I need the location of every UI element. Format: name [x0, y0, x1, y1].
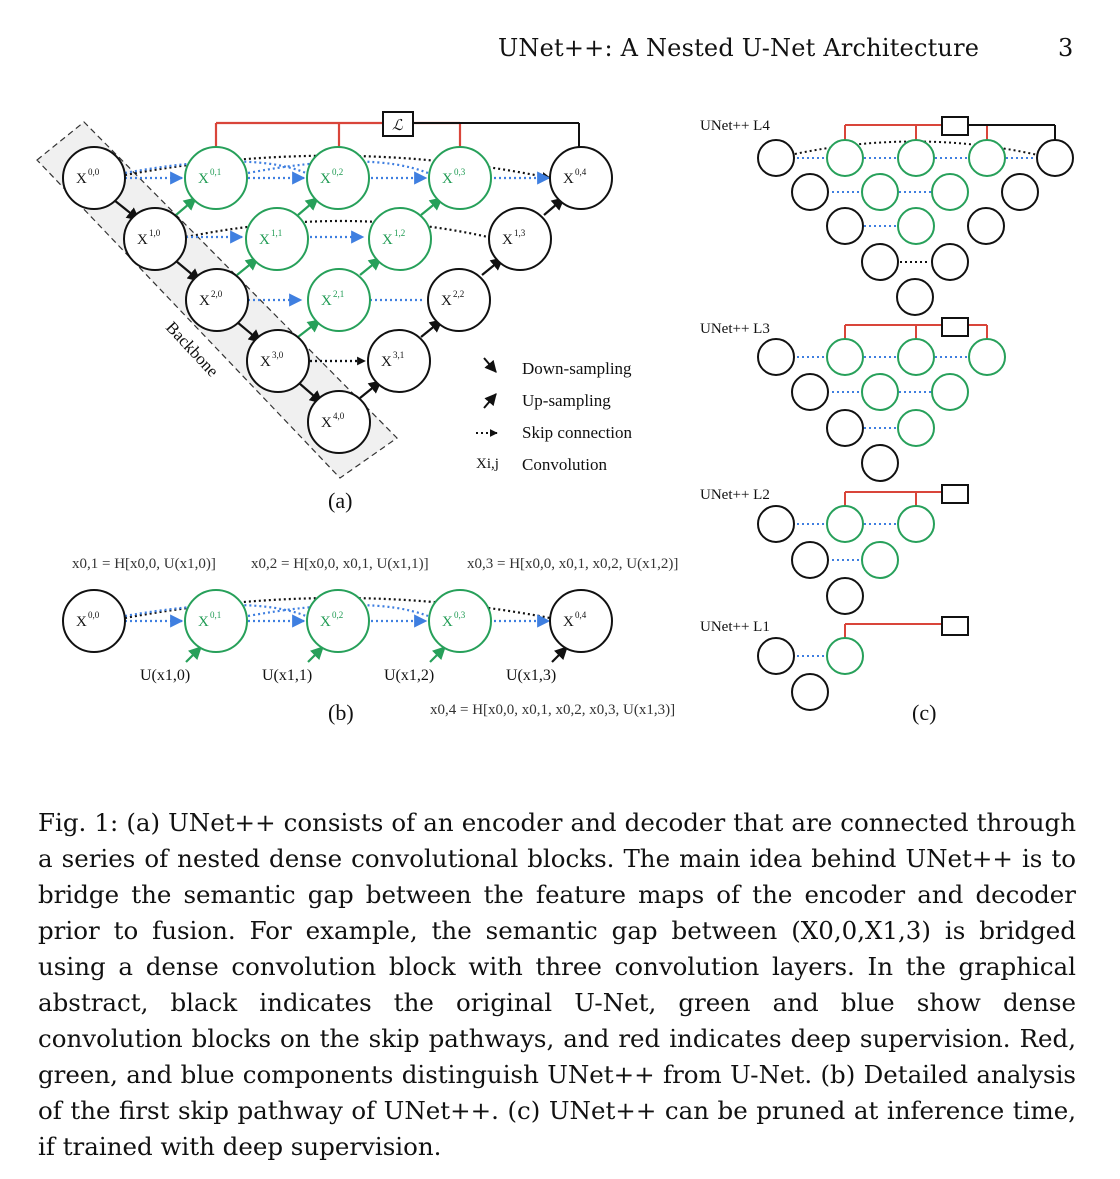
node-x02: X 0,2 — [306, 146, 370, 210]
svg-text:X: X — [442, 171, 453, 187]
equation-2: x0,2 = H[x0,0, x0,1, U(x1,1)] — [251, 556, 429, 572]
svg-text:X: X — [199, 293, 210, 309]
caption-text: (a) UNet++ consists of an encoder and de… — [38, 808, 1076, 1161]
node-x22: X 2,2 — [427, 268, 491, 332]
node-b-x04: X 0,4 — [549, 589, 613, 653]
page-header: UNet++: A Nested U-Net Architecture 3 — [0, 30, 1120, 66]
node-b-x03: X 0,3 — [428, 589, 492, 653]
node-x10: X 1,0 — [123, 207, 187, 271]
figure-caption: Fig. 1: (a) UNet++ consists of an encode… — [38, 805, 1076, 1165]
legend: Down-sampling Up-sampling Skip connectio… — [476, 357, 633, 474]
title-l4: UNet++ L4 — [700, 118, 770, 134]
svg-text:0,4: 0,4 — [575, 610, 587, 620]
svg-text:X: X — [320, 614, 331, 630]
legend-down: Down-sampling — [522, 359, 632, 378]
l4-nodes — [757, 139, 1074, 316]
svg-text:X: X — [76, 171, 87, 187]
node-x04: X 0,4 — [549, 146, 613, 210]
svg-text:X: X — [563, 171, 574, 187]
svg-text:4,0: 4,0 — [333, 411, 345, 421]
svg-text:X: X — [198, 614, 209, 630]
svg-text:0,1: 0,1 — [210, 610, 221, 620]
svg-text:X: X — [502, 232, 513, 248]
node-x01: X 0,1 — [184, 146, 248, 210]
deep-supervision-lines — [214, 121, 462, 150]
svg-text:0,4: 0,4 — [575, 167, 587, 177]
svg-text:X: X — [198, 171, 209, 187]
panel-a: Backbone ℒ — [36, 111, 633, 513]
svg-text:X: X — [442, 614, 453, 630]
node-x20: X 2,0 — [185, 268, 249, 332]
loss-symbol: ℒ — [392, 118, 404, 134]
equation-4: x0,4 = H[x0,0, x0,1, x0,2, x0,3, U(x1,3)… — [430, 702, 675, 718]
svg-text:0,2: 0,2 — [332, 167, 343, 177]
equation-1: x0,1 = H[x0,0, U(x1,0)] — [72, 556, 216, 572]
svg-text:3,1: 3,1 — [393, 350, 404, 360]
node-b-x02: X 0,2 — [306, 589, 370, 653]
svg-text:X: X — [260, 354, 271, 370]
panel-c: UNet++ L4 UNet++ L3 — [700, 116, 1074, 725]
svg-text:X: X — [321, 293, 332, 309]
node-x00: X 0,0 — [62, 146, 126, 210]
input-u12: U(x1,2) — [384, 667, 434, 684]
node-b-x01: X 0,1 — [184, 589, 248, 653]
caption-prefix: Fig. 1: — [38, 808, 127, 837]
legend-conv-symbol: Xi,j — [476, 456, 499, 472]
panel-b: x0,1 = H[x0,0, U(x1,0)] x0,2 = H[x0,0, x… — [62, 556, 678, 725]
node-x03: X 0,3 — [428, 146, 492, 210]
svg-text:2,1: 2,1 — [333, 289, 344, 299]
svg-text:3,0: 3,0 — [272, 350, 284, 360]
node-x31: X 3,1 — [367, 329, 431, 393]
title-l2: UNet++ L2 — [700, 487, 770, 503]
svg-text:1,1: 1,1 — [271, 228, 282, 238]
svg-text:X: X — [321, 415, 332, 431]
svg-text:0,0: 0,0 — [88, 167, 100, 177]
svg-text:X: X — [381, 354, 392, 370]
svg-text:X: X — [382, 232, 393, 248]
legend-up: Up-sampling — [522, 391, 611, 410]
loss-box — [382, 111, 414, 137]
svg-text:1,0: 1,0 — [149, 228, 161, 238]
svg-text:X: X — [320, 171, 331, 187]
svg-text:2,2: 2,2 — [453, 289, 464, 299]
node-x12: X 1,2 — [368, 207, 432, 271]
svg-text:0,3: 0,3 — [454, 167, 466, 177]
svg-text:2,0: 2,0 — [211, 289, 223, 299]
svg-text:X: X — [441, 293, 452, 309]
node-x21: X 2,1 — [307, 268, 371, 332]
l1-nodes — [757, 637, 864, 711]
svg-text:X: X — [563, 614, 574, 630]
svg-text:1,3: 1,3 — [514, 228, 526, 238]
node-x40: X 4,0 — [307, 390, 371, 454]
node-b-x00: X 0,0 — [62, 589, 126, 653]
node-x11: X 1,1 — [245, 207, 309, 271]
input-u11: U(x1,1) — [262, 667, 312, 684]
svg-text:0,0: 0,0 — [88, 610, 100, 620]
panel-a-label: (a) — [328, 488, 352, 513]
svg-text:X: X — [259, 232, 270, 248]
page-number: 3 — [1058, 34, 1074, 62]
svg-text:0,1: 0,1 — [210, 167, 221, 177]
node-x30: X 3,0 — [246, 329, 310, 393]
svg-text:X: X — [137, 232, 148, 248]
svg-text:1,2: 1,2 — [394, 228, 405, 238]
title-l1: UNet++ L1 — [700, 619, 770, 635]
svg-text:X: X — [76, 614, 87, 630]
input-u13: U(x1,3) — [506, 667, 556, 684]
equation-3: x0,3 = H[x0,0, x0,1, x0,2, U(x1,2)] — [467, 556, 678, 572]
l2-nodes — [757, 505, 935, 615]
legend-conv: Convolution — [522, 455, 608, 474]
node-x13: X 1,3 — [488, 207, 552, 271]
l3-nodes — [757, 338, 1006, 482]
legend-skip: Skip connection — [522, 423, 633, 442]
running-title: UNet++: A Nested U-Net Architecture — [498, 34, 980, 62]
panel-b-label: (b) — [328, 700, 354, 725]
panel-c-label: (c) — [912, 700, 936, 725]
figure-1: Backbone ℒ — [36, 111, 1074, 725]
svg-text:0,2: 0,2 — [332, 610, 343, 620]
input-u10: U(x1,0) — [140, 667, 190, 684]
title-l3: UNet++ L3 — [700, 321, 770, 337]
svg-text:0,3: 0,3 — [454, 610, 466, 620]
